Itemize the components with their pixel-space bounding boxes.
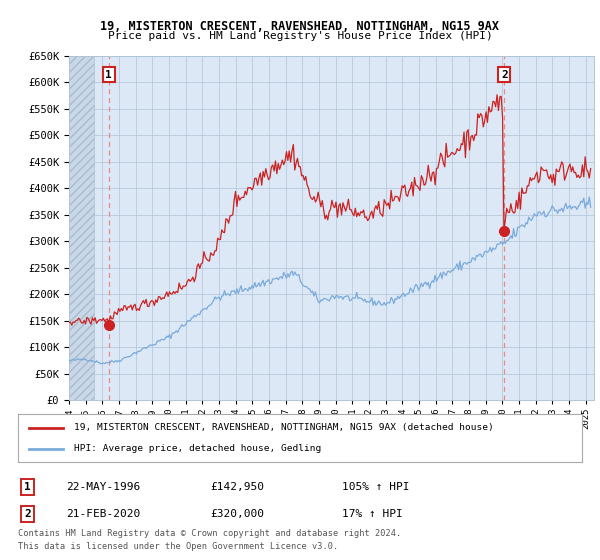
Text: £320,000: £320,000 — [210, 509, 264, 519]
Text: This data is licensed under the Open Government Licence v3.0.: This data is licensed under the Open Gov… — [18, 542, 338, 551]
Bar — [69, 56, 94, 400]
Text: 1: 1 — [105, 69, 112, 80]
Text: HPI: Average price, detached house, Gedling: HPI: Average price, detached house, Gedl… — [74, 444, 322, 453]
Text: 105% ↑ HPI: 105% ↑ HPI — [342, 482, 409, 492]
Text: 2: 2 — [501, 69, 508, 80]
Text: 19, MISTERTON CRESCENT, RAVENSHEAD, NOTTINGHAM, NG15 9AX (detached house): 19, MISTERTON CRESCENT, RAVENSHEAD, NOTT… — [74, 423, 494, 432]
Text: 17% ↑ HPI: 17% ↑ HPI — [342, 509, 403, 519]
Text: 19, MISTERTON CRESCENT, RAVENSHEAD, NOTTINGHAM, NG15 9AX: 19, MISTERTON CRESCENT, RAVENSHEAD, NOTT… — [101, 20, 499, 32]
Text: Contains HM Land Registry data © Crown copyright and database right 2024.: Contains HM Land Registry data © Crown c… — [18, 530, 401, 539]
Text: Price paid vs. HM Land Registry's House Price Index (HPI): Price paid vs. HM Land Registry's House … — [107, 31, 493, 41]
Text: 22-MAY-1996: 22-MAY-1996 — [66, 482, 140, 492]
Text: 2: 2 — [24, 509, 31, 519]
Text: 1: 1 — [24, 482, 31, 492]
Text: £142,950: £142,950 — [210, 482, 264, 492]
Text: 21-FEB-2020: 21-FEB-2020 — [66, 509, 140, 519]
